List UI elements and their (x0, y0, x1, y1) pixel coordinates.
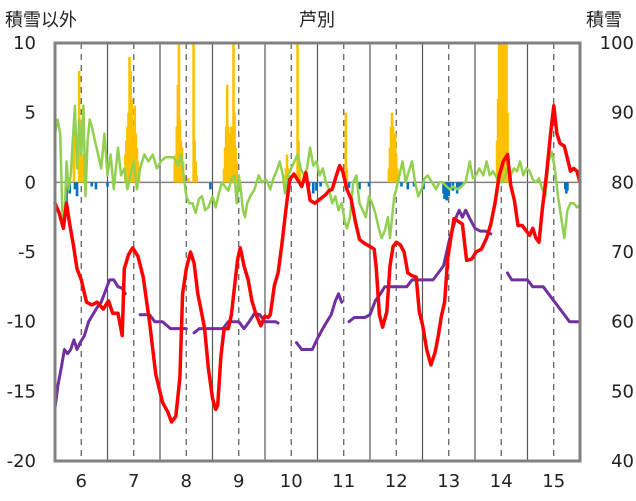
bar-positive (296, 43, 299, 183)
bar-negative (90, 182, 94, 187)
x-tick-label: 14 (490, 471, 513, 492)
x-tick-label: 13 (437, 471, 460, 492)
bar-positive (187, 178, 190, 183)
right-y-axis: 100 90 80 70 60 50 40 (600, 33, 634, 472)
bar-positive (235, 161, 238, 183)
bar-positive (396, 168, 399, 183)
x-tick-label: 6 (76, 471, 87, 492)
right-y-tick-label: 60 (611, 312, 634, 333)
bar-negative (347, 182, 351, 188)
left-y-tick-label: 5 (25, 103, 36, 124)
bar-negative (209, 182, 212, 190)
green-series-line (53, 104, 582, 240)
bar-negative (94, 182, 98, 190)
bar-negative (73, 182, 77, 190)
bar-negative (319, 182, 322, 187)
chart-title: 芦別 (299, 10, 335, 31)
bar-negative (566, 182, 569, 191)
right-y-tick-label: 50 (611, 381, 634, 402)
bar-positive (344, 112, 348, 183)
left-y-axis: 10 5 0 -5 -10 -15 -20 (7, 33, 36, 472)
bar-positive (177, 43, 181, 183)
bar-positive (136, 161, 140, 183)
bar-positive (192, 43, 195, 183)
right-y-tick-label: 100 (600, 33, 634, 54)
purple-series-line (295, 292, 344, 351)
bar-negative (358, 182, 361, 190)
bar-negative (312, 182, 315, 194)
red-series-line (53, 103, 582, 424)
left-axis-label: 積雪以外 (5, 10, 77, 31)
bar-positive (82, 154, 85, 183)
bar-positive (506, 112, 509, 183)
x-tick-label: 8 (181, 471, 192, 492)
bar-positive (195, 175, 199, 183)
bar-negative (412, 182, 416, 187)
x-tick-label: 15 (542, 471, 565, 492)
bar-negative (75, 182, 79, 197)
bar-positive (345, 168, 349, 183)
bar-positive (298, 168, 301, 183)
purple-series-line (192, 311, 280, 335)
x-axis: 6 7 8 9 10 11 12 13 14 15 (76, 471, 566, 492)
bar-negative (460, 182, 463, 187)
bar-negative (315, 182, 318, 191)
purple-series-line (347, 208, 493, 324)
plot-frame (53, 41, 582, 463)
left-y-tick-label: -20 (7, 451, 36, 472)
right-y-tick-label: 40 (611, 451, 634, 472)
right-y-tick-label: 90 (611, 103, 634, 124)
x-tick-label: 9 (233, 471, 244, 492)
right-y-tick-label: 80 (611, 172, 634, 193)
bar-positive (72, 126, 76, 183)
left-y-tick-label: 0 (25, 172, 36, 193)
series-lines (53, 103, 582, 424)
bar-positive (194, 161, 197, 183)
x-tick-label: 12 (385, 471, 408, 492)
x-tick-label: 10 (280, 471, 303, 492)
x-tick-label: 7 (128, 471, 139, 492)
bar-negative (400, 182, 403, 187)
purple-series-line (53, 278, 127, 410)
left-y-tick-label: 10 (13, 33, 36, 54)
bar-negative (457, 182, 461, 190)
bar-negative (448, 182, 452, 190)
purple-series-line (506, 271, 582, 324)
bar-negative (406, 182, 410, 190)
left-y-tick-label: -10 (7, 312, 36, 333)
left-y-tick-label: -5 (18, 242, 36, 263)
left-y-tick-label: -15 (7, 381, 36, 402)
right-y-tick-label: 70 (611, 242, 634, 263)
bar-negative (367, 182, 371, 187)
x-tick-label: 11 (332, 471, 355, 492)
bar-positive (130, 98, 133, 183)
bar-negative (106, 182, 109, 187)
right-axis-label: 積雪 (586, 10, 622, 31)
